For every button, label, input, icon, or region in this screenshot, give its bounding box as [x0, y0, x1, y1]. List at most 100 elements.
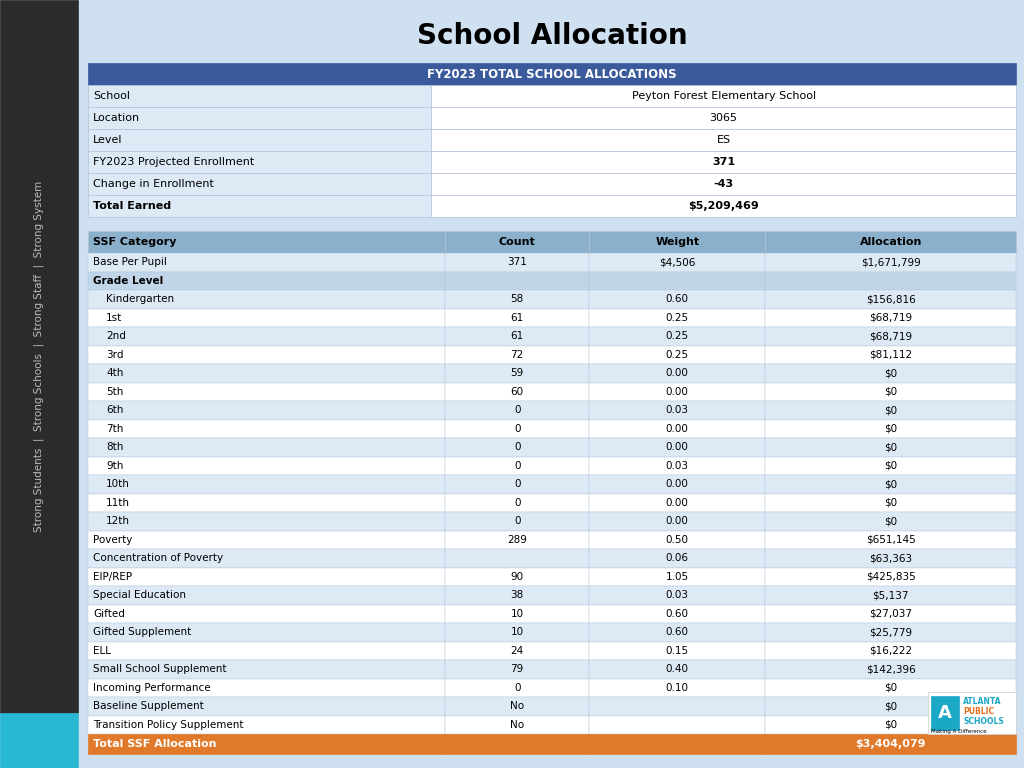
Text: $27,037: $27,037 — [869, 609, 912, 619]
Text: EIP/REP: EIP/REP — [93, 571, 132, 581]
Bar — [589, 512, 766, 531]
Text: Making A Difference: Making A Difference — [931, 729, 987, 733]
Text: 0.60: 0.60 — [666, 294, 689, 304]
Text: 0: 0 — [514, 442, 520, 452]
Text: Location: Location — [93, 113, 140, 123]
Text: $425,835: $425,835 — [866, 571, 915, 581]
Bar — [88, 716, 445, 734]
Text: $156,816: $156,816 — [866, 294, 915, 304]
Text: 8th: 8th — [106, 442, 123, 452]
Bar — [445, 438, 589, 456]
Text: 0: 0 — [514, 498, 520, 508]
Bar — [88, 494, 445, 512]
Text: 0.00: 0.00 — [666, 387, 689, 397]
Text: No: No — [510, 720, 524, 730]
Bar — [589, 586, 766, 604]
Text: 10th: 10th — [106, 479, 130, 489]
Bar — [445, 272, 589, 290]
Text: $68,719: $68,719 — [869, 331, 912, 341]
Text: $0: $0 — [884, 461, 897, 471]
Bar — [445, 290, 589, 309]
Text: Change in Enrollment: Change in Enrollment — [93, 179, 214, 189]
Bar — [445, 309, 589, 327]
Text: $0: $0 — [884, 720, 897, 730]
Bar — [88, 382, 445, 401]
Text: 24: 24 — [511, 646, 524, 656]
Text: 61: 61 — [511, 331, 524, 341]
Bar — [589, 327, 766, 346]
Text: 0: 0 — [514, 683, 520, 693]
Bar — [589, 568, 766, 586]
Bar — [766, 531, 1016, 549]
Text: FY2023 Projected Enrollment: FY2023 Projected Enrollment — [93, 157, 254, 167]
Bar — [431, 173, 1016, 195]
Text: School: School — [93, 91, 130, 101]
Text: 0: 0 — [514, 461, 520, 471]
Text: 4th: 4th — [106, 368, 123, 379]
Bar — [766, 272, 1016, 290]
Text: $5,137: $5,137 — [872, 591, 909, 601]
Bar — [589, 438, 766, 456]
Text: 58: 58 — [511, 294, 524, 304]
Bar — [766, 382, 1016, 401]
Bar — [766, 309, 1016, 327]
Text: $651,145: $651,145 — [866, 535, 915, 545]
Bar — [766, 586, 1016, 604]
Text: Peyton Forest Elementary School: Peyton Forest Elementary School — [632, 91, 816, 101]
Bar — [766, 660, 1016, 678]
Text: $0: $0 — [884, 424, 897, 434]
Bar — [766, 475, 1016, 494]
Text: 2nd: 2nd — [106, 331, 126, 341]
Text: Allocation: Allocation — [859, 237, 922, 247]
Bar — [766, 401, 1016, 419]
Text: PUBLIC: PUBLIC — [963, 707, 994, 717]
Text: 371: 371 — [712, 157, 735, 167]
Text: Level: Level — [93, 135, 123, 145]
Text: 0.00: 0.00 — [666, 368, 689, 379]
Bar — [445, 568, 589, 586]
Bar — [431, 151, 1016, 173]
Bar — [445, 231, 589, 253]
Bar — [88, 660, 445, 678]
Bar — [0, 0, 78, 713]
Text: 61: 61 — [511, 313, 524, 323]
Text: 0.00: 0.00 — [666, 498, 689, 508]
Text: SCHOOLS: SCHOOLS — [963, 717, 1004, 727]
Bar — [445, 419, 589, 438]
Text: $0: $0 — [884, 516, 897, 526]
Bar — [88, 327, 445, 346]
Bar — [445, 549, 589, 568]
Text: 0.25: 0.25 — [666, 313, 689, 323]
Bar — [88, 85, 431, 107]
Text: 0.60: 0.60 — [666, 609, 689, 619]
Bar — [445, 512, 589, 531]
Text: 289: 289 — [507, 535, 527, 545]
Bar — [431, 129, 1016, 151]
Text: 0.03: 0.03 — [666, 406, 689, 415]
Text: $4,506: $4,506 — [659, 257, 695, 267]
Bar — [445, 660, 589, 678]
Bar — [431, 85, 1016, 107]
Bar — [445, 586, 589, 604]
Bar — [88, 604, 445, 623]
Bar — [931, 696, 959, 730]
Bar — [88, 641, 445, 660]
Text: 10: 10 — [511, 609, 523, 619]
Text: 0.25: 0.25 — [666, 349, 689, 359]
Text: $68,719: $68,719 — [869, 313, 912, 323]
Text: Poverty: Poverty — [93, 535, 132, 545]
Bar — [88, 346, 445, 364]
Text: 10: 10 — [511, 627, 523, 637]
Bar — [766, 549, 1016, 568]
Text: $0: $0 — [884, 442, 897, 452]
Text: $0: $0 — [884, 701, 897, 711]
Text: 0.40: 0.40 — [666, 664, 689, 674]
Bar — [88, 290, 445, 309]
Bar — [88, 678, 445, 697]
Bar — [766, 438, 1016, 456]
Bar — [589, 678, 766, 697]
Bar — [766, 716, 1016, 734]
Bar — [589, 734, 766, 754]
Bar — [88, 531, 445, 549]
Bar — [589, 641, 766, 660]
